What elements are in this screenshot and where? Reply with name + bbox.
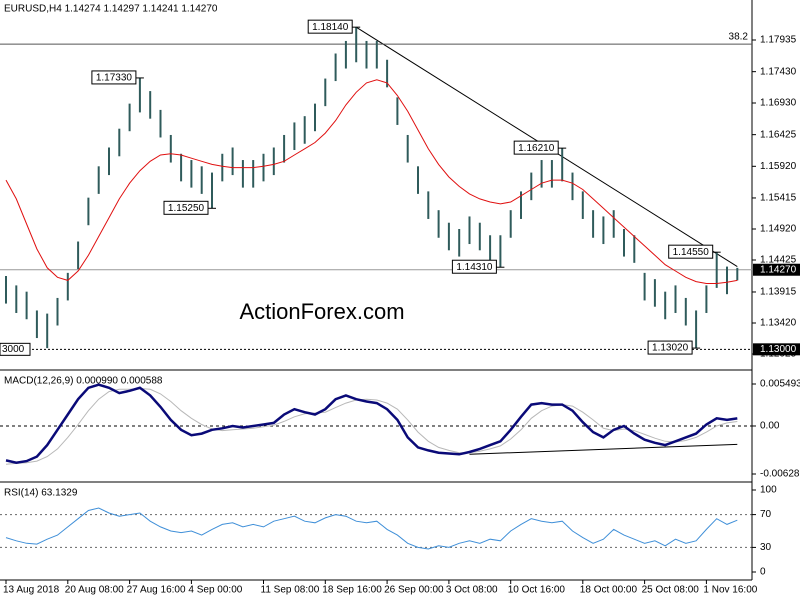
y-tick-label: 0 — [760, 567, 766, 578]
current-price-box — [753, 263, 800, 276]
y-tick-label: 30 — [760, 542, 772, 553]
x-tick-label: 1 Nov 16:00 — [703, 585, 757, 596]
y-tick-label: 1.15415 — [760, 193, 797, 204]
x-tick-label: 18 Oct 00:00 — [580, 585, 638, 596]
y-tick-label: 1.14920 — [760, 224, 797, 235]
annotation-box — [668, 244, 714, 259]
y-tick-label: 1.13915 — [760, 287, 797, 298]
annotation-label: 1.15250 — [168, 203, 205, 214]
macd-line — [5, 383, 738, 464]
fib-label: 38.2 — [729, 32, 749, 43]
x-tick-label: 4 Sep 00:00 — [188, 585, 242, 596]
annotation-box — [451, 259, 497, 274]
y-tick-label: 1.16930 — [760, 98, 797, 109]
y-tick-label: 70 — [760, 509, 772, 520]
y-tick-label: 1.17430 — [760, 66, 797, 77]
x-tick-label: 18 Sep 16:00 — [322, 585, 382, 596]
x-tick-label: 3 Oct 08:00 — [446, 585, 498, 596]
panel-title: EURUSD,H4 1.14274 1.14297 1.14241 1.1427… — [4, 4, 218, 15]
x-tick-label: 26 Sep 00:00 — [384, 585, 444, 596]
annotation-label: 1.18140 — [312, 22, 349, 33]
x-tick-label: 27 Aug 16:00 — [127, 585, 186, 596]
current-price-label: 1.14270 — [760, 264, 797, 275]
annotation-box — [91, 70, 137, 85]
y-tick-label: -0.006282 — [760, 469, 800, 480]
annotation-box — [163, 200, 209, 215]
y-tick-label: 1.17935 — [760, 35, 797, 46]
x-tick-label: 11 Sep 08:00 — [261, 585, 320, 596]
support-left-box — [0, 342, 31, 356]
annotation-label: 1.13020 — [652, 343, 689, 354]
trendline — [469, 443, 738, 455]
y-tick-label: 1.13420 — [760, 318, 797, 329]
x-tick-label: 20 Aug 08:00 — [65, 585, 124, 596]
support-left-label: 3000 — [2, 344, 25, 355]
panel-title: RSI(14) 63.1329 — [4, 488, 78, 499]
x-tick-label: 10 Oct 16:00 — [508, 585, 566, 596]
moving-average — [5, 79, 738, 284]
y-tick-label: 0.005493 — [760, 379, 800, 390]
x-tick-label: 25 Oct 08:00 — [642, 585, 700, 596]
support-price-label: 1.13000 — [760, 344, 797, 355]
y-tick-label: 0.00 — [760, 421, 780, 432]
panel-title: MACD(12,26,9) 0.000990 0.000588 — [4, 376, 163, 387]
annotation-box — [307, 19, 353, 34]
y-tick-label: 1.14425 — [760, 255, 797, 266]
y-tick-label: 100 — [760, 485, 777, 496]
y-tick-label: 1.15920 — [760, 161, 797, 172]
annotation-label: 1.14310 — [456, 262, 493, 273]
annotation-label: 1.14550 — [673, 247, 710, 258]
x-tick-label: 13 Aug 2018 — [3, 585, 60, 596]
annotation-label: 1.16210 — [518, 143, 555, 154]
watermark: ActionForex.com — [239, 299, 404, 324]
annotation-label: 1.17330 — [96, 73, 133, 84]
rsi-line — [5, 507, 738, 550]
support-price-box — [753, 343, 800, 356]
y-tick-label: 1.16425 — [760, 129, 797, 140]
annotation-box — [513, 140, 559, 155]
annotation-box — [647, 340, 693, 355]
